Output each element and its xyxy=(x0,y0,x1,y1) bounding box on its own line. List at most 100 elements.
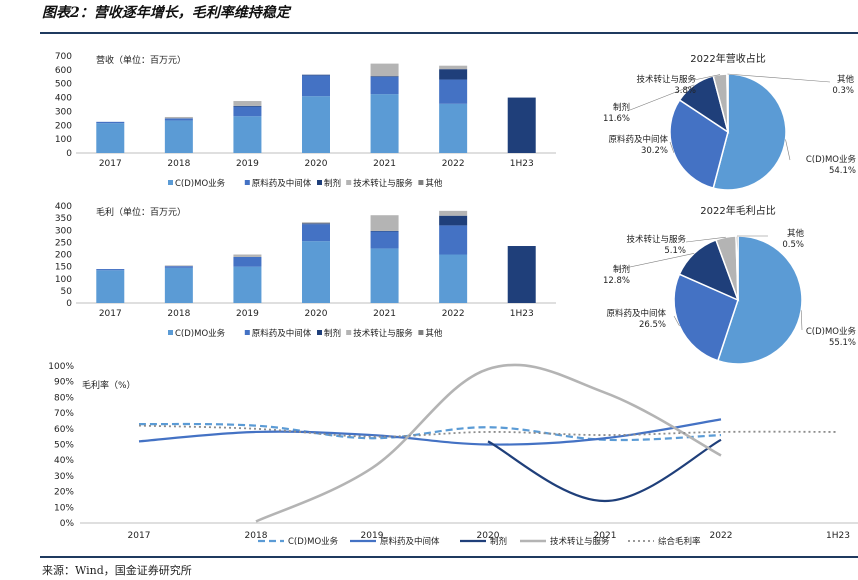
chart-unit-label: 毛利（单位：百万元） xyxy=(96,206,186,218)
x-tick-label: 1H23 xyxy=(510,309,534,319)
bar-segment xyxy=(439,225,468,255)
bar-segment xyxy=(302,222,330,224)
legend-label: 原料药及中间体 xyxy=(252,178,312,189)
pie-leader-line xyxy=(785,139,791,161)
legend-label: 综合毛利率 xyxy=(658,536,701,547)
pie-leader-line xyxy=(800,310,803,331)
legend-label: 其他 xyxy=(425,178,443,189)
y-tick-label: 150 xyxy=(55,263,72,273)
y-tick-label: 50 xyxy=(61,287,73,297)
bar-segment xyxy=(370,231,399,249)
legend-label: 技术转让与服务 xyxy=(550,536,610,547)
pie-slice-label: 其他 xyxy=(787,228,805,239)
x-tick-label: 2018 xyxy=(167,309,190,319)
bar-segment xyxy=(439,254,468,303)
bar-segment xyxy=(164,120,193,153)
legend-swatch xyxy=(244,180,250,185)
x-tick-label: 2022 xyxy=(442,309,465,319)
x-tick-label: 1H23 xyxy=(510,159,534,169)
y-tick-label: 60% xyxy=(54,425,74,435)
pie-slice-label: 原料药及中间体 xyxy=(606,308,666,319)
bar-segment xyxy=(233,254,262,257)
legend-label: 原料药及中间体 xyxy=(252,328,312,339)
y-tick-label: 90% xyxy=(54,378,74,388)
x-tick-label: 2018 xyxy=(245,531,268,541)
y-tick-label: 10% xyxy=(54,503,74,513)
y-tick-label: 0% xyxy=(60,519,75,529)
bar-segment xyxy=(370,248,399,303)
y-tick-label: 70% xyxy=(54,409,74,419)
y-tick-label: 500 xyxy=(55,80,72,90)
pie-slice-value: 0.5% xyxy=(782,240,804,250)
y-tick-label: 100% xyxy=(48,362,74,372)
legend-label: 原料药及中间体 xyxy=(380,536,440,547)
legend-label: 技术转让与服务 xyxy=(353,178,413,189)
y-tick-label: 200 xyxy=(55,121,72,131)
bar-segment xyxy=(439,103,468,153)
bar-segment xyxy=(370,63,399,77)
legend-label: 制剂 xyxy=(490,536,507,547)
figure-title: 图表2：营收逐年增长，毛利率维持稳定 xyxy=(42,5,290,21)
bar-segment xyxy=(164,265,193,267)
x-tick-label: 2017 xyxy=(99,159,122,169)
legend-label: 技术转让与服务 xyxy=(353,328,413,339)
bar-segment xyxy=(164,267,193,303)
bar-segment xyxy=(370,76,399,95)
x-tick-label: 2020 xyxy=(305,309,328,319)
x-tick-label: 2017 xyxy=(128,531,151,541)
bar-segment xyxy=(164,116,193,119)
gross-margin-line-chart: 0% 10% 20% 30% 40% 50% 60% 70% 80% 90% 100% 毛利率（%） 2… xyxy=(48,362,858,547)
y-tick-label: 40% xyxy=(54,456,74,466)
bar-segment xyxy=(302,223,330,225)
legend-swatch xyxy=(168,330,173,335)
gross-profit-bar-chart: 0 50 100 150 200 250 300 350 400 毛利（单位：百万元） 2017 20… xyxy=(55,202,556,339)
x-tick-label: 2019 xyxy=(361,531,384,541)
source-note: 来源：Wind，国金证券研究所 xyxy=(42,564,192,577)
pie-slice-label: C(D)MO业务 xyxy=(806,326,857,337)
pie-title: 2022年营收占比 xyxy=(690,52,765,65)
x-tick-label: 2017 xyxy=(99,309,122,319)
chart-unit-label: 营收（单位：百万元） xyxy=(96,54,186,66)
y-tick-label: 0 xyxy=(66,299,72,309)
bar-segment xyxy=(302,224,330,242)
y-tick-label: 0 xyxy=(66,149,72,159)
y-tick-label: 20% xyxy=(54,488,74,498)
bar-segment xyxy=(370,76,399,77)
line-series xyxy=(138,418,722,446)
legend-swatch xyxy=(346,180,352,185)
bar-segment xyxy=(439,210,468,216)
bar-segment xyxy=(233,105,262,107)
top-rule xyxy=(40,32,858,34)
legend-label: 制剂 xyxy=(324,328,341,339)
bar-segment xyxy=(233,101,262,106)
bar-segment xyxy=(233,266,262,303)
bar-segment xyxy=(233,116,262,153)
bar-segment xyxy=(302,96,330,153)
line-series xyxy=(138,422,722,442)
y-tick-label: 600 xyxy=(55,66,72,76)
pie-slice-value: 12.8% xyxy=(603,276,630,286)
pie-slice-value: 55.1% xyxy=(829,338,856,348)
pie-slice-value: 0.3% xyxy=(832,86,854,96)
bar-segment xyxy=(507,246,536,303)
y-tick-label: 30% xyxy=(54,472,74,482)
pie-slice-label: 制剂 xyxy=(613,102,630,113)
line-series xyxy=(255,363,722,523)
pie-slice-value: 54.1% xyxy=(829,166,856,176)
revenue-bar-chart: 0 100 200 300 400 500 600 700 营收（单位：百万元） 2017 2018… xyxy=(55,52,556,189)
bar-segment xyxy=(96,270,125,303)
pie-slice-value: 3.8% xyxy=(674,86,696,96)
y-tick-label: 350 xyxy=(55,214,72,224)
x-tick-label: 2021 xyxy=(373,159,396,169)
legend-swatch xyxy=(317,330,322,335)
pie-slice-label: 技术转让与服务 xyxy=(626,234,686,245)
pie-slice-label: 制剂 xyxy=(613,264,630,275)
pie-slice-label: 原料药及中间体 xyxy=(608,134,668,145)
bar-segment xyxy=(439,79,468,104)
line-series xyxy=(487,438,722,503)
pie-leader-line xyxy=(693,74,721,81)
x-tick-label: 2020 xyxy=(477,531,500,541)
legend-label: C(D)MO业务 xyxy=(175,328,226,339)
x-tick-label: 2022 xyxy=(442,159,465,169)
